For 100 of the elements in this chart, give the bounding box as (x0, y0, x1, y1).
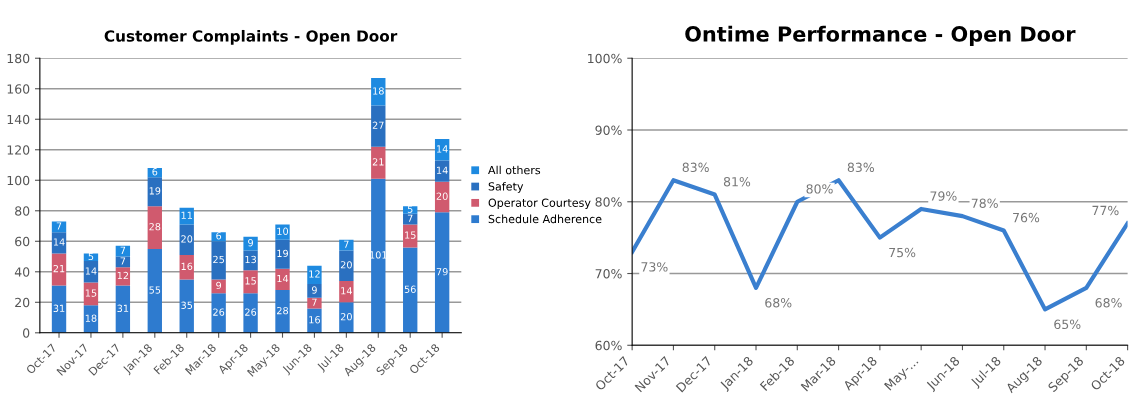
bar (307, 297, 322, 309)
data-label: 20 (436, 192, 448, 200)
bar (115, 285, 131, 333)
bar (371, 105, 386, 147)
bar (275, 224, 290, 240)
bar (147, 248, 162, 333)
data-label: 7 (120, 257, 126, 265)
data-label: 28 (149, 223, 161, 231)
legend-label: All others (488, 165, 541, 175)
y-tick-label: 100% (588, 53, 622, 64)
data-label: 79 (436, 268, 448, 276)
data-label: 20 (340, 313, 352, 321)
y-tick-label: 140 (7, 114, 30, 125)
data-label: 9 (311, 286, 317, 294)
bar (307, 265, 322, 284)
data-label: 31 (117, 304, 129, 312)
data-label: 101 (370, 251, 387, 259)
data-label: 73% (641, 262, 668, 272)
bar (51, 221, 67, 233)
bar (307, 308, 322, 333)
y-tick-label: 120 (7, 145, 30, 155)
bar (243, 236, 258, 251)
data-label: 28 (277, 306, 289, 315)
y-tick-label: 20 (15, 297, 30, 308)
bar (83, 282, 99, 306)
data-label: 83% (847, 162, 875, 173)
data-label: 9 (248, 239, 253, 247)
data-label: 65% (1054, 319, 1081, 330)
data-label: 14 (437, 145, 448, 153)
data-label: 5 (88, 252, 94, 261)
data-label: 12 (117, 271, 129, 280)
data-label: 14 (341, 287, 352, 295)
bar (339, 239, 354, 251)
y-tick-label: 40 (14, 267, 30, 277)
legend-label: Schedule Adherence (488, 214, 602, 224)
data-label: 6 (152, 168, 158, 176)
data-label: 75% (889, 247, 916, 258)
data-label: 9 (216, 281, 222, 290)
data-label: 10 (277, 227, 289, 235)
data-label: 68% (1095, 298, 1122, 308)
data-label: 19 (277, 249, 289, 258)
bar (243, 250, 258, 271)
data-label: 79% (930, 191, 957, 201)
bar (275, 268, 290, 291)
bar (339, 302, 354, 333)
data-label: 19 (149, 187, 161, 195)
legend-label: Operator Courtesy (488, 198, 591, 210)
data-label: 56 (404, 285, 416, 293)
bar (115, 245, 131, 257)
data-label: 81% (723, 176, 751, 187)
data-label: 16 (181, 262, 193, 271)
y-tick-label: 160 (7, 84, 30, 94)
bar (243, 293, 258, 333)
data-label: 26 (213, 308, 225, 316)
y-tick-label: 180 (7, 53, 30, 64)
data-label: 15 (85, 289, 97, 297)
data-label: 35 (181, 301, 193, 309)
data-label: 14 (437, 166, 448, 174)
bar (307, 283, 322, 298)
bar (211, 241, 226, 280)
data-label: 78% (971, 198, 998, 208)
y-tick-label: 60% (595, 340, 622, 351)
bar (243, 270, 258, 294)
data-label: 7 (120, 246, 126, 254)
data-label: 80% (806, 184, 833, 194)
line-series (632, 178, 1128, 312)
data-label: 11 (181, 211, 193, 219)
bar (179, 279, 194, 333)
data-label: 14 (85, 267, 97, 275)
data-label: 18 (373, 87, 384, 95)
data-label: 7 (344, 240, 349, 248)
chart-title: Customer Complaints - Open Door (104, 29, 398, 45)
data-label: 15 (405, 231, 416, 239)
data-label: 76% (1013, 212, 1040, 223)
y-tick-label: 80% (595, 197, 622, 207)
bar (83, 305, 99, 333)
data-label: 20 (340, 261, 352, 269)
y-tick-label: 60 (15, 236, 30, 247)
bar (434, 160, 450, 182)
data-label: 26 (245, 308, 257, 316)
bar (83, 261, 99, 283)
chart-title: Ontime Performance - Open Door (685, 25, 1076, 46)
data-label: 20 (181, 235, 193, 243)
bar (434, 181, 450, 213)
data-label: 13 (245, 255, 256, 264)
data-label: 83% (682, 162, 709, 173)
data-label: 12 (309, 270, 320, 278)
bar (211, 293, 226, 333)
data-label: 7 (312, 298, 317, 306)
y-tick-label: 80 (15, 206, 30, 216)
data-label: 68% (765, 298, 792, 308)
bar (275, 239, 290, 269)
bar (147, 206, 162, 249)
data-label: 27 (372, 121, 384, 129)
data-label: 7 (407, 214, 413, 222)
bar (211, 232, 226, 242)
data-label: 16 (309, 316, 321, 324)
y-tick-label: 70% (595, 268, 622, 279)
bar (179, 224, 194, 256)
bar (403, 247, 418, 333)
